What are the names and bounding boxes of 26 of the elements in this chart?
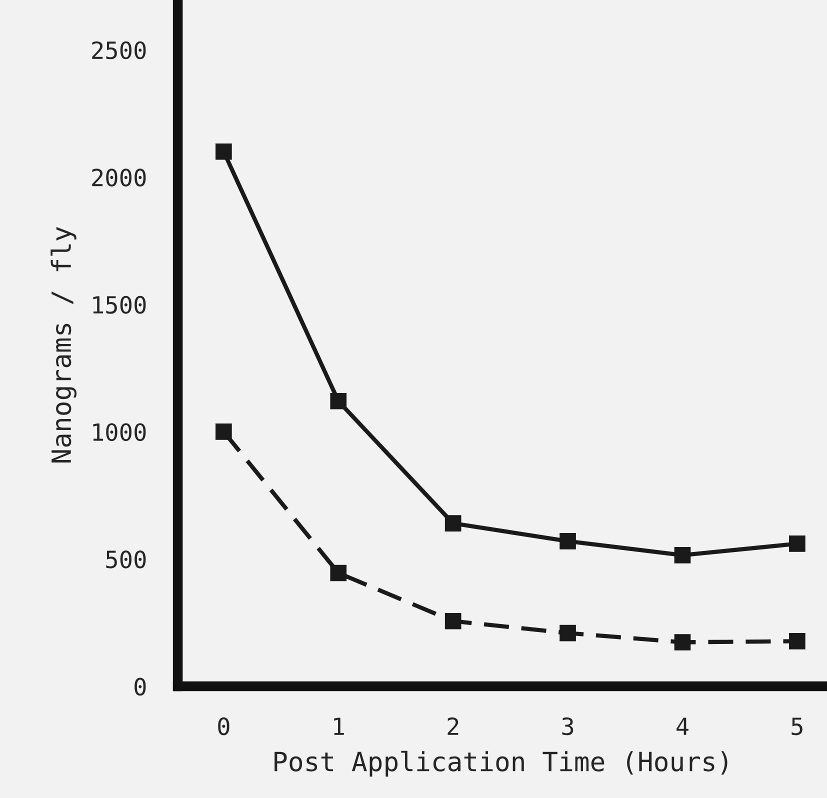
x-tick-label: 1: [334, 718, 344, 735]
point: [216, 424, 232, 440]
x-tick-label: 2: [448, 717, 458, 735]
y-tick-label: 0: [134, 678, 146, 696]
y-tick-label: 2000: [92, 168, 146, 186]
x-tick-label: 4: [676, 718, 688, 735]
point: [216, 143, 232, 160]
y-axis-title: Nanograms / fly: [50, 227, 76, 462]
x-tick-label: 5: [792, 718, 802, 736]
point: [330, 392, 347, 410]
point: [444, 612, 462, 630]
point: [674, 547, 691, 564]
y-tick-label: 500: [106, 550, 146, 568]
y-tick-label: 1500: [93, 296, 146, 314]
x-axis-title: Post Application Time (Hours): [274, 750, 728, 777]
y-tick-label: 2500: [92, 41, 146, 60]
x-tick-label: 0: [218, 717, 230, 736]
point: [789, 536, 806, 552]
point: [789, 633, 806, 650]
point: [330, 564, 347, 582]
point: [560, 624, 576, 642]
point: [444, 515, 462, 532]
point: [560, 533, 576, 550]
point: [674, 634, 691, 650]
x-tick-label: 3: [562, 717, 574, 736]
y-tick-label: 1000: [93, 423, 146, 442]
